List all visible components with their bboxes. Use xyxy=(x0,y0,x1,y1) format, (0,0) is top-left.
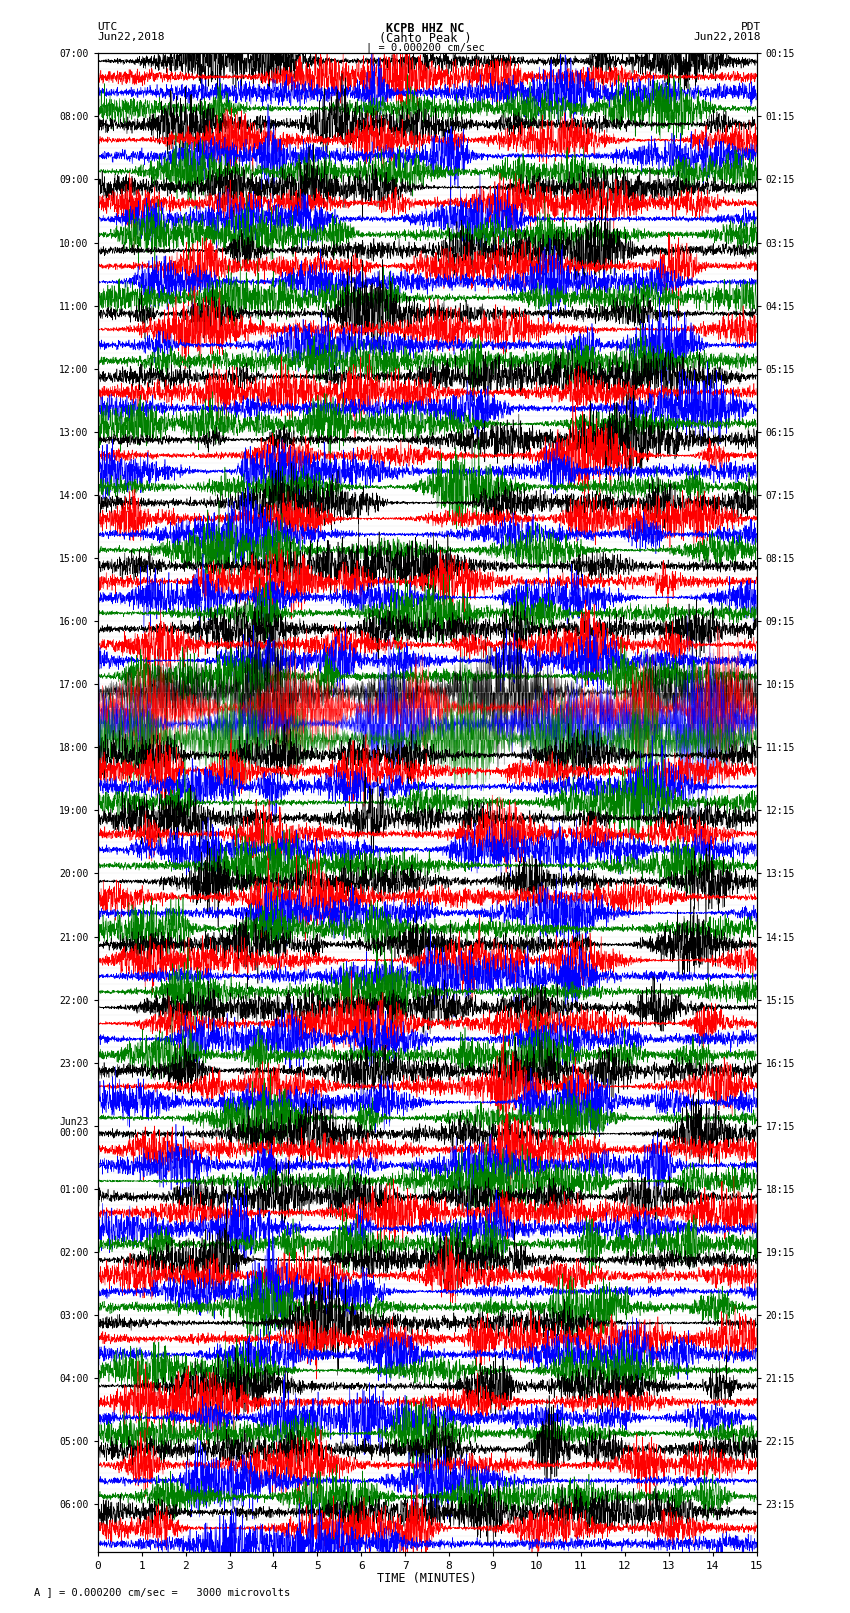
Text: (Cahto Peak ): (Cahto Peak ) xyxy=(379,32,471,45)
Text: | = 0.000200 cm/sec: | = 0.000200 cm/sec xyxy=(366,44,484,53)
Text: UTC: UTC xyxy=(98,23,118,32)
Text: A ] = 0.000200 cm/sec =   3000 microvolts: A ] = 0.000200 cm/sec = 3000 microvolts xyxy=(34,1587,290,1597)
Text: KCPB HHZ NC: KCPB HHZ NC xyxy=(386,23,464,35)
X-axis label: TIME (MINUTES): TIME (MINUTES) xyxy=(377,1573,477,1586)
Text: PDT: PDT xyxy=(740,23,761,32)
Text: Jun22,2018: Jun22,2018 xyxy=(98,32,165,42)
Text: Jun22,2018: Jun22,2018 xyxy=(694,32,761,42)
